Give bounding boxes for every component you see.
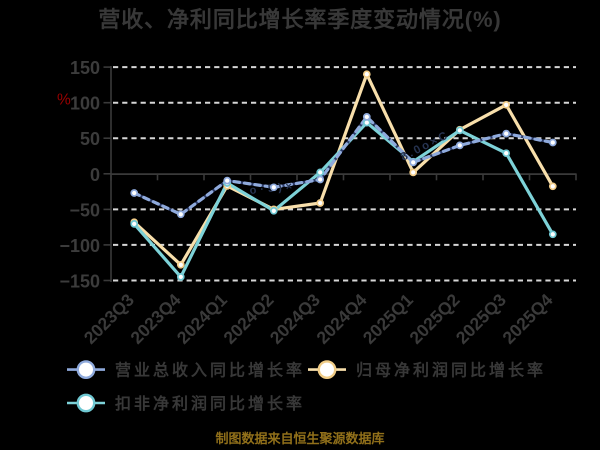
svg-text:扣非净利润同比增长率: 扣非净利润同比增长率	[115, 394, 305, 413]
svg-text:50: 50	[80, 129, 100, 149]
svg-text:%: %	[57, 92, 71, 109]
svg-text:0: 0	[90, 165, 100, 185]
svg-text:−150: −150	[59, 272, 100, 292]
svg-text:150: 150	[70, 58, 100, 78]
svg-text:100: 100	[70, 94, 100, 114]
svg-text:营业总收入同比增长率: 营业总收入同比增长率	[115, 361, 305, 380]
svg-text:营收、净利同比增长率季度变动情况(%): 营收、净利同比增长率季度变动情况(%)	[98, 7, 501, 32]
svg-text:归母净利润同比增长率: 归母净利润同比增长率	[356, 361, 546, 380]
svg-text:−100: −100	[59, 236, 100, 256]
svg-text:−50: −50	[69, 200, 100, 220]
svg-text:制图数据来自恒生聚源数据库: 制图数据来自恒生聚源数据库	[215, 431, 384, 446]
